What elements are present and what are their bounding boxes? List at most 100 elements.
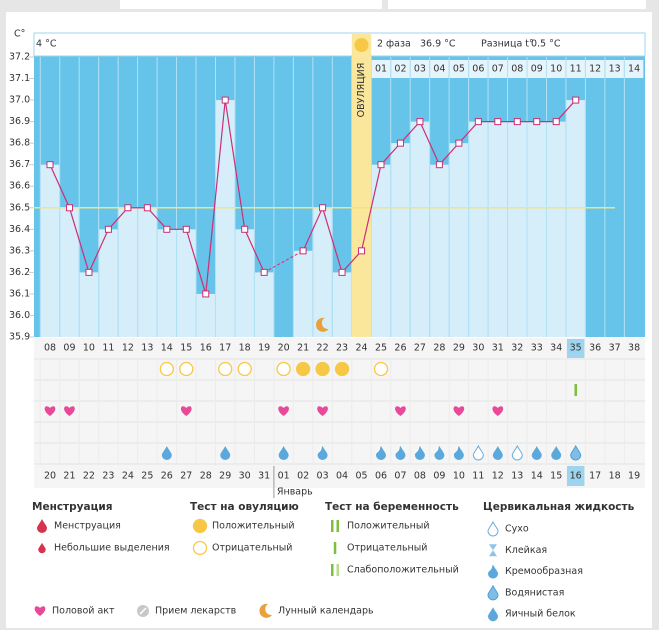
phase2-day: 01: [375, 64, 387, 75]
ovulation-test: [192, 518, 208, 534]
temperature-point: [494, 118, 502, 126]
phase2-day: 13: [609, 64, 621, 75]
y-tick-label: 36.2: [9, 267, 30, 278]
phase2-day: 08: [511, 64, 523, 75]
phase2-day: 12: [589, 64, 601, 75]
rows-area: [34, 338, 645, 488]
ovulation-test: [218, 361, 233, 377]
y-tick-label: 36.0: [9, 310, 30, 321]
legend-item: Положительный: [347, 521, 430, 532]
temperature-point: [435, 161, 443, 169]
cervical-icon: [220, 446, 231, 460]
cervical-icon: [395, 446, 406, 460]
temperature-bar: [215, 100, 235, 337]
temperature-point: [143, 204, 151, 212]
cervical-icon-detail: [453, 446, 458, 454]
temperature-bar: [99, 229, 118, 337]
legend-title: Цервикальная жидкость: [483, 501, 635, 513]
pregnancy-test: [333, 542, 337, 554]
temperature-point: [104, 225, 112, 233]
cervical-icon: [375, 446, 386, 460]
phase2-cell: [469, 60, 488, 78]
temperature-bar: [196, 293, 215, 337]
date-label: 01: [278, 471, 290, 482]
legend-item: Положительный: [212, 521, 295, 532]
legend-icon-detail: [139, 607, 147, 615]
temperature-point: [338, 268, 346, 276]
temperature-bar: [40, 164, 60, 337]
phase2-cell: [410, 60, 430, 78]
cervical-icon: [472, 444, 484, 461]
temperature-bar: [332, 272, 352, 337]
temperature-bar: [118, 207, 138, 337]
cycle-day: 35: [570, 343, 582, 354]
date-label: 19: [628, 471, 640, 482]
date-label: 12: [492, 471, 504, 482]
header-phase: 2 фаза: [377, 39, 411, 50]
date-label: 16: [570, 471, 582, 482]
pregnancy-test: [331, 564, 339, 576]
cycle-day: 10: [83, 343, 95, 354]
today-date-cell: [566, 466, 585, 486]
phase2-cell: [391, 60, 410, 78]
ovulation-test: [295, 361, 311, 377]
pregnancy-test: [331, 520, 339, 532]
y-tick-label: 36.6: [9, 181, 30, 192]
intercourse-mark: [395, 406, 406, 416]
y-tick-label: 36.3: [9, 245, 30, 256]
temperature-point: [241, 225, 249, 233]
date-label: 31: [258, 471, 270, 482]
temperature-point: [163, 225, 171, 233]
top-box: [388, 0, 646, 9]
temperature-point: [260, 268, 268, 276]
ovulation-label: ОВУЛЯЦИЯ: [356, 63, 367, 118]
test-bar: [336, 520, 339, 532]
cycle-day: 28: [433, 343, 445, 354]
date-label: 13: [511, 471, 523, 482]
date-label: 28: [200, 471, 212, 482]
cervical-icon: [531, 446, 542, 460]
cycle-day: 12: [122, 343, 134, 354]
moon-icon: [315, 317, 329, 332]
legend-item: Лунный календарь: [278, 606, 374, 617]
cycle-day: 08: [44, 343, 56, 354]
temperature-bar: [391, 143, 410, 337]
header-diff: 0.5 °C: [531, 39, 561, 50]
date-label: 04: [336, 471, 348, 482]
phase2-cell: [566, 60, 585, 78]
intercourse-mark: [278, 406, 289, 416]
temperature-point: [299, 247, 307, 255]
temperature-point: [533, 118, 541, 126]
cycle-day: 14: [161, 343, 173, 354]
cervical-icon: [488, 607, 498, 622]
cycle-day: 26: [394, 343, 406, 354]
date-label: 29: [219, 471, 231, 482]
cycle-day: 32: [511, 343, 523, 354]
cervical-icon-detail: [434, 446, 439, 454]
date-label: 11: [472, 471, 484, 482]
date-label: 10: [453, 471, 465, 482]
legend-title: Тест на беременность: [325, 501, 459, 513]
phase2-cell: [605, 60, 624, 78]
cycle-day: 23: [336, 343, 348, 354]
date-label: 09: [433, 471, 445, 482]
phase2-day: 06: [472, 64, 484, 75]
date-label: 30: [239, 471, 251, 482]
cycle-day: 27: [414, 343, 426, 354]
cycle-day: 29: [453, 343, 465, 354]
cervical-icon: [488, 564, 498, 579]
cycle-day: 17: [219, 343, 231, 354]
test-bar: [336, 564, 339, 576]
temperature-point: [46, 161, 54, 169]
cycle-day: 34: [550, 343, 562, 354]
cervical-icon: [511, 444, 523, 461]
phase2-day: 05: [453, 64, 465, 75]
ovulation-column: [351, 33, 372, 337]
legend-icon: [259, 603, 272, 618]
legend-item: Сухо: [505, 524, 529, 535]
cervical-icon: [570, 444, 582, 461]
date-label: 06: [375, 471, 387, 482]
phase2-day: 03: [414, 64, 426, 75]
cervical-icon-detail: [375, 446, 381, 454]
